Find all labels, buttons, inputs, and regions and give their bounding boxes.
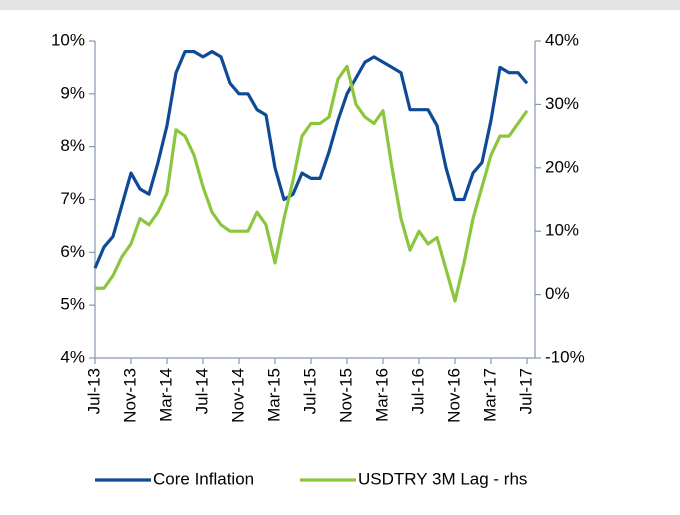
x-tick-label: Mar-17 [480,368,499,422]
x-tick-label: Jul-13 [84,368,103,414]
x-tick-label: Jul-15 [300,368,319,414]
series-line [95,64,529,303]
x-tick-label: Nov-13 [120,368,139,423]
y-tick-label: 10% [51,30,85,49]
y2-tick-label: 30% [545,94,579,113]
x-tick-label: Nov-16 [444,368,463,423]
legend-label: USDTRY 3M Lag - rhs [358,469,527,488]
legend-label: Core Inflation [153,469,254,488]
x-tick-label: Mar-14 [156,368,175,422]
x-tick-label: Jul-16 [408,368,427,414]
y2-tick-label: 40% [545,30,579,49]
y-tick-label: 8% [60,136,85,155]
x-tick-label: Mar-15 [264,368,283,422]
x-tick-label: Nov-14 [228,368,247,423]
x-tick-label: Jul-14 [192,368,211,414]
top-band [0,0,680,10]
y2-tick-label: -10% [545,347,585,366]
y-tick-label: 9% [60,83,85,102]
x-tick-label: Nov-15 [336,368,355,423]
y-tick-label: 5% [60,295,85,314]
y-tick-label: 4% [60,347,85,366]
y-tick-label: 7% [60,189,85,208]
x-tick-label: Mar-16 [372,368,391,422]
y-tick-label: 6% [60,242,85,261]
x-tick-label: Jul-17 [516,368,535,414]
y2-tick-label: 10% [545,221,579,240]
y2-tick-label: 0% [545,284,570,303]
series-line [93,49,529,269]
y2-tick-label: 20% [545,157,579,176]
